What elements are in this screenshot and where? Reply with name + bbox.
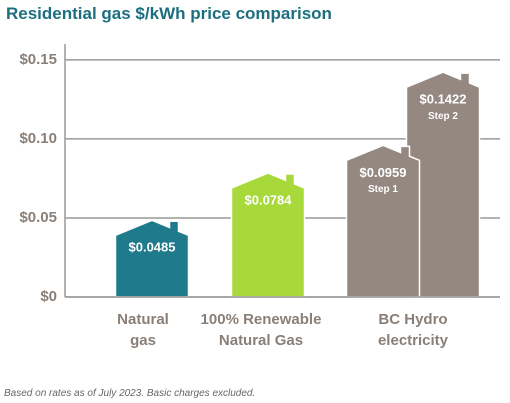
step-label: Step 2 <box>428 111 458 122</box>
house-bar <box>405 71 481 298</box>
house-bar <box>114 219 190 298</box>
y-tick-label: $0.15 <box>19 51 57 68</box>
chart-title: Residential gas $/kWh price comparison <box>6 4 332 23</box>
value-label: $0.0784 <box>245 192 293 207</box>
value-label: $0.1422 <box>420 92 467 107</box>
x-tick-label: BC Hydro electricity <box>377 311 449 349</box>
y-tick-label: $0 <box>40 288 57 305</box>
x-tick-label: Natural gas <box>117 311 169 349</box>
house-bar <box>230 172 306 298</box>
y-tick-label: $0.05 <box>19 209 57 226</box>
step-label: Step 1 <box>368 184 398 195</box>
value-label: $0.0485 <box>129 240 176 255</box>
value-label: $0.0959 <box>360 165 407 180</box>
y-tick-label: $0.10 <box>19 130 57 147</box>
house-bar <box>345 144 421 298</box>
x-tick-label: 100% Renewable Natural Gas <box>200 311 322 349</box>
footnote: Based on rates as of July 2023. Basic ch… <box>4 388 256 399</box>
